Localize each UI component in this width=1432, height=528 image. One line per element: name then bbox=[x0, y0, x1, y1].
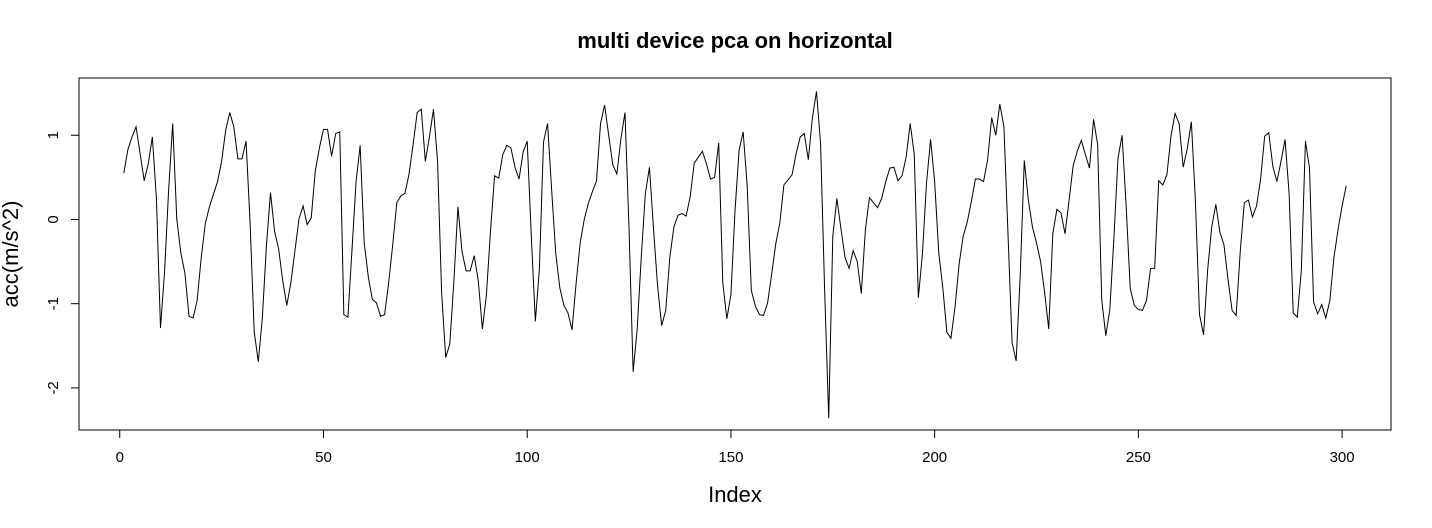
y-tick-label: -2 bbox=[45, 381, 62, 394]
x-tick-label: 150 bbox=[718, 449, 743, 466]
x-tick-label: 0 bbox=[116, 449, 124, 466]
x-axis: 0 50 100 150 200 250 300 bbox=[116, 429, 1355, 466]
y-axis: -2 -1 0 1 bbox=[45, 131, 80, 395]
x-axis-title: Index bbox=[708, 482, 762, 507]
chart-title: multi device pca on horizontal bbox=[577, 28, 892, 53]
x-tick-label: 100 bbox=[515, 449, 540, 466]
x-tick-label: 50 bbox=[315, 449, 332, 466]
x-tick-label: 250 bbox=[1126, 449, 1151, 466]
y-tick-label: 0 bbox=[45, 215, 62, 223]
x-tick-label: 300 bbox=[1330, 449, 1355, 466]
plot-frame bbox=[78, 77, 1392, 431]
series-line bbox=[123, 91, 1347, 419]
y-axis-title: acc(m/s^2) bbox=[0, 201, 23, 308]
y-tick-label: -1 bbox=[45, 297, 62, 310]
y-tick-label: 1 bbox=[45, 131, 62, 139]
x-tick-label: 200 bbox=[922, 449, 947, 466]
